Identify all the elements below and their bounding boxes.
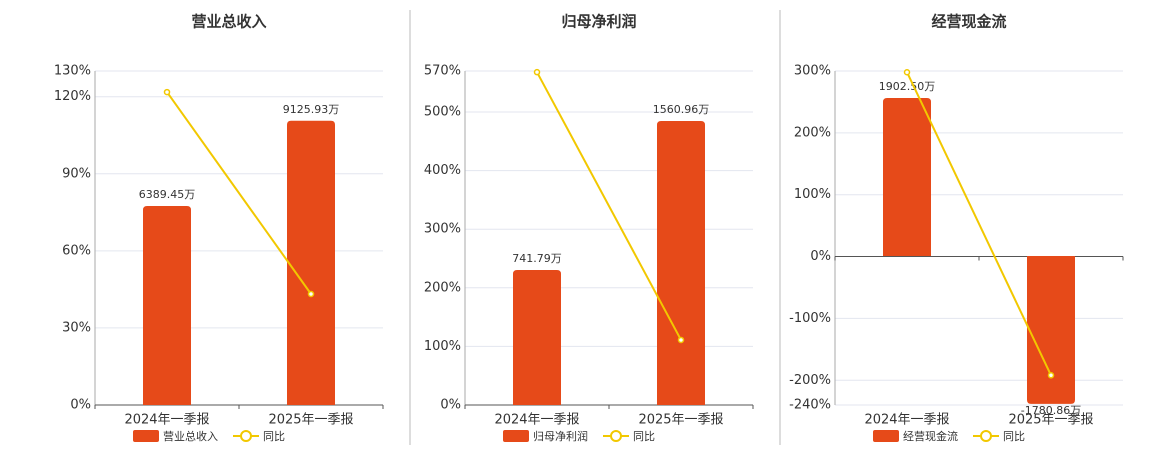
bar <box>883 98 931 257</box>
y-tick-label: 30% <box>62 320 91 335</box>
x-tick-label: 2025年一季报 <box>268 413 353 428</box>
line-point <box>1047 372 1055 379</box>
line-point <box>163 88 171 96</box>
y-tick-label: 130% <box>54 64 91 79</box>
y-tick-label: -200% <box>789 373 831 388</box>
legend-marker <box>980 430 992 442</box>
bar-value-label: 1560.96万 <box>653 103 710 116</box>
chart-title: 经营现金流 <box>931 13 1006 31</box>
y-tick-label: 60% <box>62 243 91 258</box>
y-tick-label: 300% <box>794 64 831 79</box>
legend-label: 同比 <box>633 430 655 443</box>
legend-swatch <box>133 430 159 442</box>
y-tick-label: 400% <box>424 163 461 178</box>
legend-marker <box>240 430 252 442</box>
x-tick-label: 2025年一季报 <box>1008 413 1093 428</box>
y-tick-label: -240% <box>789 398 831 413</box>
y-tick-label: 200% <box>424 280 461 295</box>
y-tick-label: 0% <box>810 249 831 264</box>
line-point <box>307 290 315 298</box>
bar <box>1027 256 1075 404</box>
legend-label: 营业总收入 <box>163 429 218 443</box>
legend-label: 经营现金流 <box>903 429 958 443</box>
y-tick-label: 100% <box>424 339 461 354</box>
line-point <box>533 68 541 76</box>
x-tick-label: 2024年一季报 <box>124 413 209 428</box>
line <box>906 71 1052 376</box>
line-point <box>903 68 911 76</box>
bar <box>287 120 335 406</box>
bar-value-label: 741.79万 <box>512 252 562 265</box>
y-tick-label: 0% <box>440 398 461 413</box>
bar-value-label: 1902.50万 <box>879 80 936 93</box>
y-tick-label: 570% <box>424 64 461 79</box>
y-tick-label: 200% <box>794 125 831 140</box>
y-tick-label: 300% <box>424 222 461 237</box>
x-tick-label: 2024年一季报 <box>494 413 579 428</box>
legend-swatch <box>873 430 899 442</box>
line <box>166 91 312 295</box>
y-tick-label: 120% <box>54 89 91 104</box>
bar-value-label: -1780.86万 <box>1021 404 1081 417</box>
bar <box>657 121 705 405</box>
chart-title: 归母净利润 <box>561 13 636 31</box>
y-tick-label: 90% <box>62 166 91 181</box>
legend-marker <box>610 430 622 442</box>
x-tick-label: 2024年一季报 <box>864 413 949 428</box>
line-point <box>677 336 685 344</box>
y-tick-label: 100% <box>794 187 831 202</box>
legend-swatch <box>503 430 529 442</box>
legend-label: 同比 <box>1003 430 1025 443</box>
legend-label: 归母净利润 <box>533 429 588 443</box>
bar <box>513 270 561 405</box>
y-tick-label: -100% <box>789 311 831 326</box>
y-tick-label: 0% <box>70 398 91 413</box>
bar-value-label: 6389.45万 <box>139 188 196 201</box>
bar <box>143 205 191 405</box>
legend-label: 同比 <box>263 430 285 443</box>
chart-title: 营业总收入 <box>191 13 266 31</box>
bar-value-label: 9125.93万 <box>283 103 340 116</box>
y-tick-label: 500% <box>424 105 461 120</box>
x-tick-label: 2025年一季报 <box>638 413 723 428</box>
line <box>536 71 682 341</box>
